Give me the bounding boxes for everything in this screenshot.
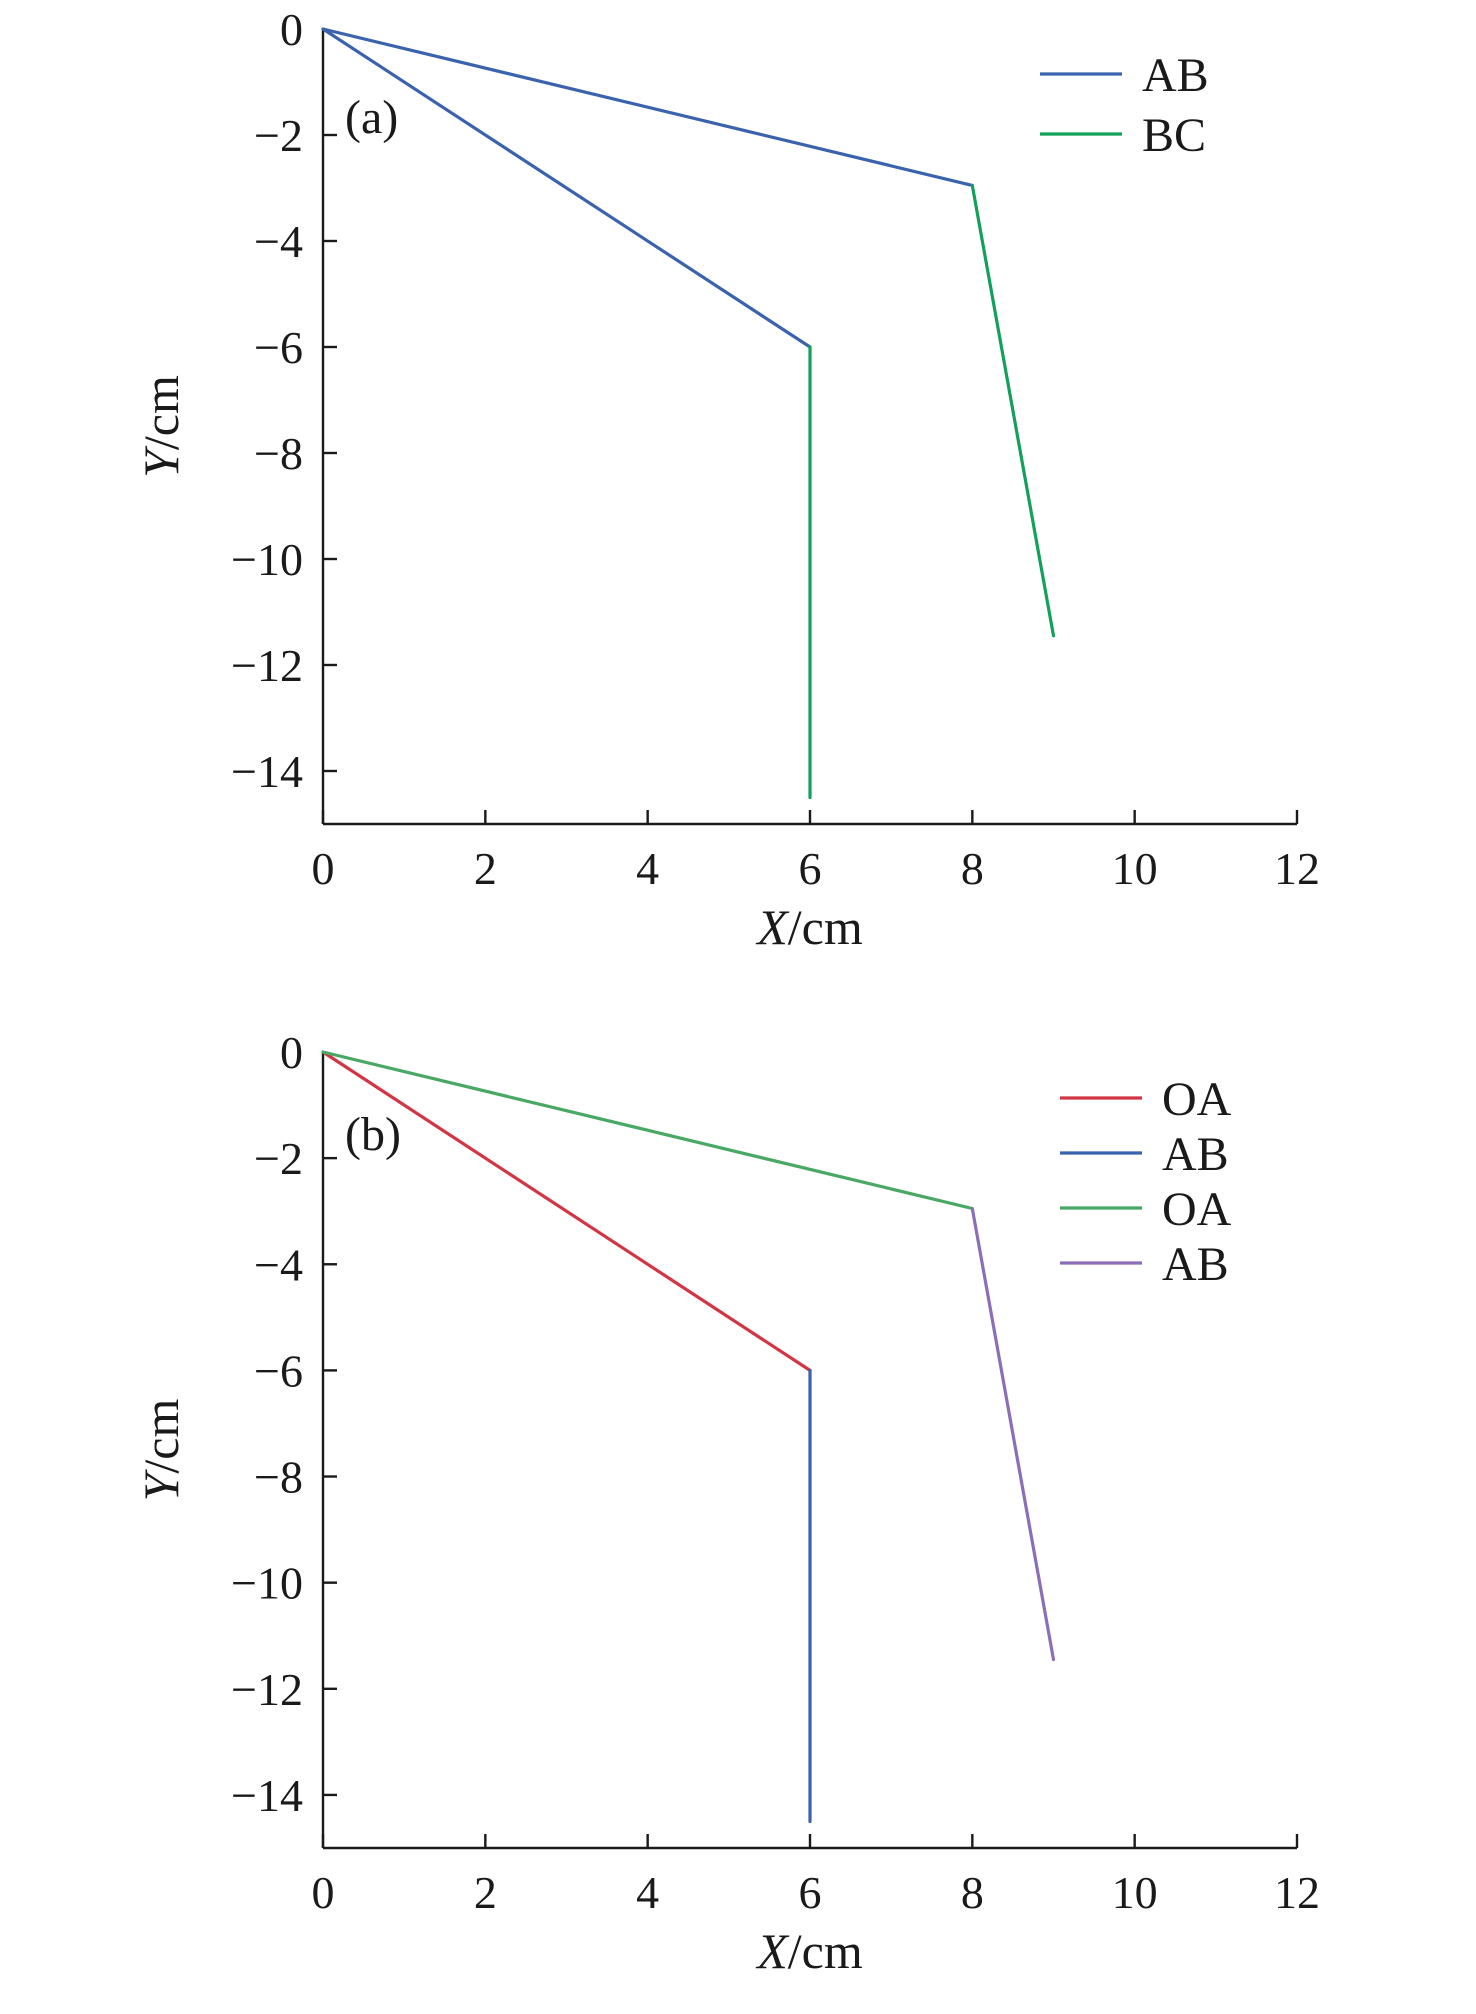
x-tick-label: 12 bbox=[1274, 843, 1320, 894]
x-tick-label: 6 bbox=[799, 843, 822, 894]
y-tick-label: −12 bbox=[231, 640, 303, 691]
series-line-oa bbox=[321, 1050, 812, 1373]
y-axis-unit: /cm bbox=[133, 1399, 189, 1474]
series-line-oa bbox=[321, 1050, 974, 1211]
panel-a: 0 2 4 6 8 10 120−2−4−6−8−10−12−14X/cmY/cm(a)AB… bbox=[133, 4, 1320, 955]
legend-label: OA bbox=[1162, 1073, 1232, 1126]
x-axis-label: X/cm bbox=[755, 899, 863, 955]
panel-label: (b) bbox=[345, 1108, 401, 1161]
y-tick-label: −4 bbox=[254, 1239, 303, 1290]
x-axis-unit: /cm bbox=[788, 1923, 863, 1979]
panel-b: 0 2 4 6 8 10 120−2−4−6−8−10−12−14X/cmY/cm(b)OA… bbox=[133, 1027, 1320, 1979]
series-line-bc bbox=[970, 183, 1056, 638]
x-tick-label: 10 bbox=[1112, 843, 1158, 894]
legend-label: AB bbox=[1162, 1238, 1229, 1291]
y-axis-label: Y/cm bbox=[133, 375, 189, 478]
x-tick-label: 8 bbox=[961, 843, 984, 894]
y-tick-label: −4 bbox=[254, 216, 303, 267]
y-tick-label: −10 bbox=[231, 534, 303, 585]
y-tick-label: −14 bbox=[231, 1770, 303, 1821]
y-axis-variable: Y bbox=[133, 445, 189, 478]
y-tick-label: −8 bbox=[254, 1452, 303, 1503]
y-tick-label: −6 bbox=[254, 1345, 303, 1396]
x-tick-label: 6 bbox=[799, 1867, 822, 1918]
legend-label: AB bbox=[1142, 49, 1209, 102]
y-tick-label: 0 bbox=[280, 1027, 303, 1078]
x-axis-variable: X bbox=[755, 1923, 790, 1979]
y-axis-label: Y/cm bbox=[133, 1399, 189, 1502]
legend-label: AB bbox=[1162, 1128, 1229, 1181]
x-axis-unit: /cm bbox=[788, 899, 863, 955]
y-tick-label: −12 bbox=[231, 1664, 303, 1715]
y-tick-label: 0 bbox=[280, 4, 303, 55]
series-line bbox=[321, 27, 812, 349]
y-tick-label: −8 bbox=[254, 428, 303, 479]
y-tick-label: −2 bbox=[254, 110, 303, 161]
series-line-ab bbox=[970, 1206, 1056, 1662]
x-tick-label: 0 bbox=[312, 843, 335, 894]
x-tick-label: 0 bbox=[312, 1867, 335, 1918]
y-axis-unit: /cm bbox=[133, 375, 189, 450]
legend-label: BC bbox=[1142, 109, 1206, 162]
legend-label: OA bbox=[1162, 1183, 1232, 1236]
x-tick-label: 4 bbox=[636, 1867, 659, 1918]
x-axis-label: X/cm bbox=[755, 1923, 863, 1979]
x-tick-label: 2 bbox=[474, 1867, 497, 1918]
y-tick-label: −6 bbox=[254, 322, 303, 373]
series-line-ab bbox=[321, 27, 974, 187]
legend: AB BC bbox=[1040, 49, 1209, 162]
panel-label: (a) bbox=[345, 91, 398, 144]
x-tick-label: 4 bbox=[636, 843, 659, 894]
x-tick-label: 2 bbox=[474, 843, 497, 894]
y-tick-label: −10 bbox=[231, 1558, 303, 1609]
x-axis-variable: X bbox=[755, 899, 790, 955]
x-tick-label: 12 bbox=[1274, 1867, 1320, 1918]
y-axis-variable: Y bbox=[133, 1468, 189, 1501]
x-tick-label: 8 bbox=[961, 1867, 984, 1918]
y-tick-label: −2 bbox=[254, 1133, 303, 1184]
x-tick-label: 10 bbox=[1112, 1867, 1158, 1918]
y-tick-label: −14 bbox=[231, 746, 303, 797]
